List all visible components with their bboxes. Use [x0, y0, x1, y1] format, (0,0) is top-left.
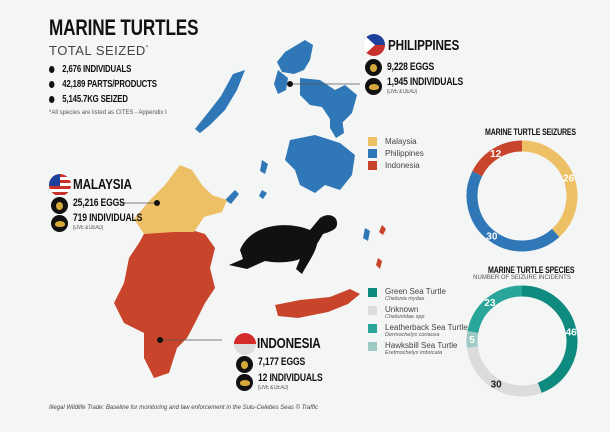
donut-label: 30	[491, 379, 503, 390]
total-individuals: 2,676 INDIVIDUALS	[49, 64, 131, 75]
philippines-qualifier: (LIVE & DEAD)	[387, 89, 417, 95]
philippines-map	[195, 40, 370, 241]
legend-malaysia: Malaysia	[368, 137, 424, 146]
map-legend: Malaysia Philippines Indonesia	[368, 137, 424, 170]
donut-slice-leatherback-sea-turtle	[467, 285, 523, 334]
malaysia-individuals: 719 INDIVIDUALS	[73, 212, 143, 224]
malaysia-eggs: 25,216 EGGS	[73, 197, 125, 209]
swatch	[368, 288, 377, 297]
legend-unknown: Unknown Cheloniidae spp	[368, 305, 468, 320]
legend-label: Indonesia	[385, 161, 420, 170]
indonesia-name: INDONESIA	[257, 335, 321, 352]
legend-label: Hawksbill Sea Turtle	[385, 341, 458, 350]
philippines-individuals: 1,945 INDIVIDUALS	[387, 76, 464, 88]
donut-slice-hawksbill-sea-turtle	[466, 330, 479, 348]
asterisk: *	[145, 45, 149, 52]
turtle-icon	[236, 374, 253, 391]
donut-label: 30	[486, 231, 498, 242]
donut-label: 23	[484, 298, 496, 309]
total-weight: 5,145.7KG SEIZED	[49, 94, 128, 105]
malaysia-flag-icon	[49, 174, 71, 196]
legend-label: Leatherback Sea Turtle	[385, 323, 468, 332]
subtitle: TOTAL SEIZED*	[49, 43, 149, 58]
swatch	[368, 149, 377, 158]
turtle-icon	[51, 215, 68, 232]
malaysia-name: MALAYSIA	[73, 176, 132, 193]
philippines-name: PHILIPPINES	[388, 37, 460, 54]
legend-leatherback: Leatherback Sea Turtle Dermochelys coriac…	[368, 323, 468, 338]
malaysia-qualifier: (LIVE & DEAD)	[73, 225, 103, 231]
subtitle-text: TOTAL SEIZED	[49, 43, 146, 58]
egg-icon	[236, 356, 253, 373]
species-chart-title: MARINE TURTLE SPECIES	[488, 265, 575, 275]
indonesia-flag-icon	[234, 333, 256, 355]
legend-hawksbill: Hawksbill Sea Turtle Eretmochelys imbrica…	[368, 341, 468, 356]
cites-note: *All species are listed as CITES - Appen…	[49, 110, 167, 116]
egg-icon	[365, 59, 382, 76]
swatch	[368, 161, 377, 170]
philippines-eggs: 9,228 EGGS	[387, 61, 435, 73]
legend-label: Malaysia	[385, 137, 417, 146]
source-footer: Illegal Wildlife Trade: Baseline for mon…	[49, 405, 318, 411]
legend-green: Green Sea Turtle Chelonia mydas	[368, 287, 468, 302]
indonesia-individuals: 12 INDIVIDUALS	[258, 372, 323, 384]
swatch	[368, 324, 377, 333]
legend-label: Unknown	[385, 305, 419, 314]
legend-latin: Eretmochelys imbricata	[385, 350, 443, 356]
legend-label: Philippines	[385, 149, 424, 158]
swatch	[368, 137, 377, 146]
egg-icon	[51, 197, 68, 214]
swatch	[368, 342, 377, 351]
donut-label: 46	[566, 327, 578, 338]
species-legend: Green Sea Turtle Chelonia mydas Unknown Ch…	[368, 287, 468, 356]
legend-philippines: Philippines	[368, 149, 424, 158]
indonesia-eggs: 7,177 EGGS	[258, 356, 306, 368]
donut-label: 5	[469, 335, 475, 346]
donut-slice-green-sea-turtle	[521, 285, 578, 393]
leader-lines	[120, 83, 360, 341]
donut-slice-indonesia	[472, 140, 523, 177]
legend-label: Green Sea Turtle	[385, 287, 446, 296]
swatch	[368, 306, 377, 315]
donut-label: 26	[563, 173, 575, 184]
total-parts: 42,189 PARTS/PRODUCTS	[49, 79, 157, 90]
donut-slice-malaysia	[521, 140, 578, 238]
legend-latin: Cheloniidae spp	[385, 314, 425, 320]
turtle-icon	[365, 78, 382, 95]
legend-latin: Chelonia mydas	[385, 296, 425, 302]
seizures-chart-title: MARINE TURTLE SEIZURES	[485, 127, 576, 137]
indonesia-qualifier: (LIVE & DEAD)	[258, 385, 288, 391]
donut-slice-philippines	[466, 171, 560, 252]
turtle-silhouette	[229, 215, 338, 274]
legend-indonesia: Indonesia	[368, 161, 424, 170]
legend-latin: Dermochelys coriacea	[385, 332, 440, 338]
philippines-flag-icon	[363, 34, 385, 56]
indonesia-map	[114, 225, 386, 378]
malaysia-map	[134, 165, 227, 234]
donut-label: 12	[490, 149, 502, 160]
donut-slice-unknown	[466, 346, 542, 397]
species-chart-subtitle: NUMBER OF SEIZURE INCIDENTS	[473, 275, 571, 281]
page-title: MARINE TURTLES	[49, 15, 199, 40]
